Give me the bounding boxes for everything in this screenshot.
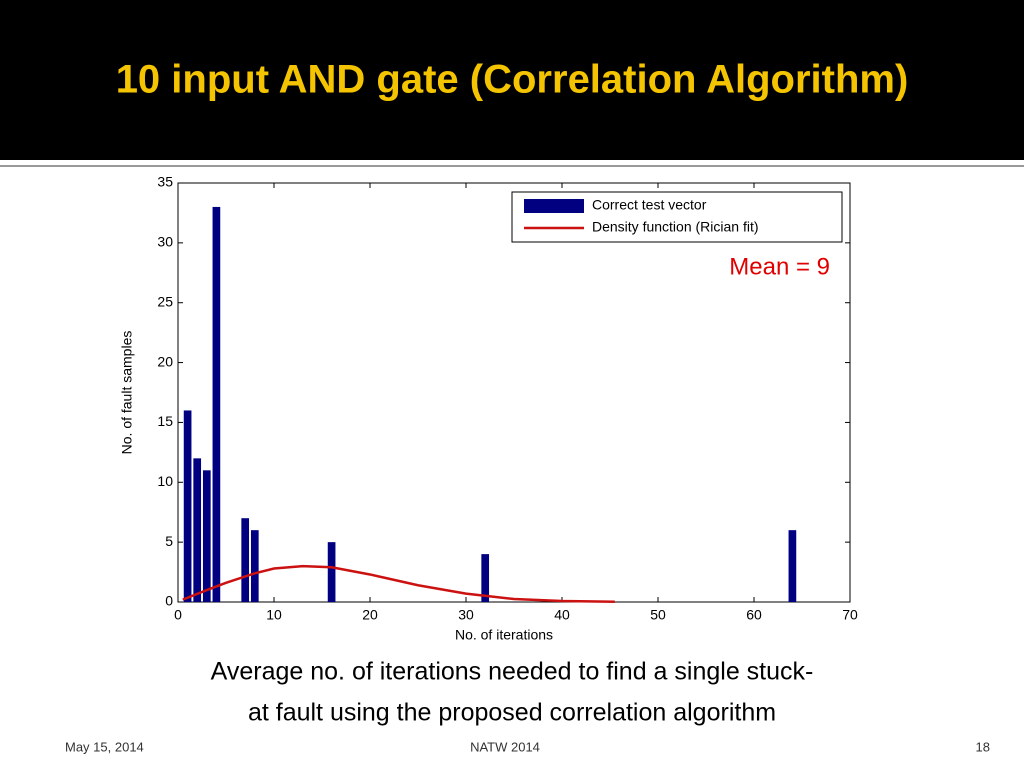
legend-label: Density function (Rician fit) (592, 219, 759, 235)
bar (481, 554, 490, 602)
x-axis-label: No. of iterations (455, 627, 553, 643)
y-tick-label: 15 (157, 413, 173, 429)
bar (212, 206, 221, 602)
bar (202, 470, 211, 602)
bar (250, 530, 259, 602)
bar (327, 542, 336, 602)
bar (241, 518, 250, 602)
bar (788, 530, 797, 602)
bar (183, 410, 192, 602)
caption-line: at fault using the proposed correlation … (248, 699, 776, 727)
y-axis-label: No. of fault samples (119, 331, 135, 455)
density-line (182, 564, 615, 604)
footer-event: NATW 2014 (470, 739, 540, 754)
y-tick-label: 35 (157, 174, 173, 190)
x-tick-label: 70 (842, 607, 858, 623)
x-tick-label: 0 (174, 607, 182, 623)
legend-label: Correct test vector (592, 197, 707, 213)
footer-date: May 15, 2014 (65, 739, 144, 754)
y-tick-label: 30 (157, 234, 173, 250)
x-tick-label: 10 (266, 607, 282, 623)
header-bar (0, 0, 1024, 160)
y-tick-label: 20 (157, 353, 173, 369)
legend-swatch (524, 199, 584, 213)
x-tick-label: 60 (746, 607, 762, 623)
x-tick-label: 20 (362, 607, 378, 623)
y-tick-label: 10 (157, 473, 173, 489)
slide-title: 10 input AND gate (Correlation Algorithm… (116, 58, 909, 102)
caption-line: Average no. of iterations needed to find… (211, 658, 814, 686)
annotation: Mean = 9 (729, 253, 830, 280)
page-number: 18 (976, 739, 990, 754)
plot-area (177, 182, 851, 603)
x-tick-label: 30 (458, 607, 474, 623)
x-tick-label: 40 (554, 607, 570, 623)
y-tick-label: 5 (165, 533, 173, 549)
bar (193, 458, 202, 602)
x-tick-label: 50 (650, 607, 666, 623)
y-tick-label: 25 (157, 293, 173, 309)
y-tick-label: 0 (165, 593, 173, 609)
